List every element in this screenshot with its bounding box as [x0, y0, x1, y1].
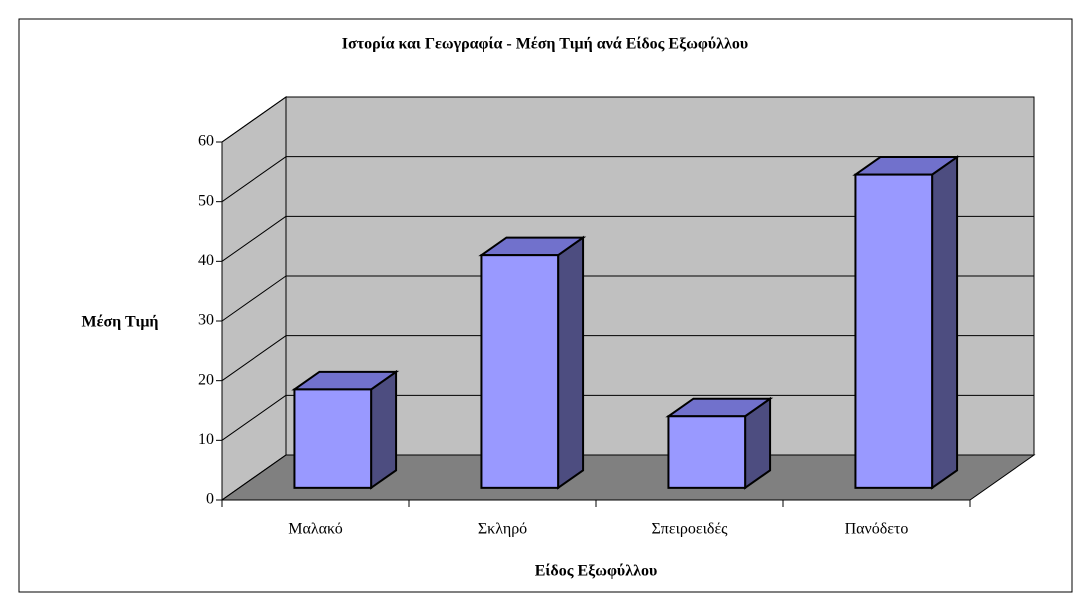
side-grid-line	[221, 454, 287, 501]
bar	[293, 388, 373, 489]
side-grid-line	[221, 394, 287, 441]
bar	[667, 415, 747, 489]
y-tick-label: 30	[198, 312, 214, 329]
bar-side	[931, 155, 959, 490]
x-tick-label: Σκληρό	[478, 521, 527, 538]
y-tick-label: 0	[206, 491, 214, 508]
bar-side	[370, 369, 398, 490]
y-tick-label: 10	[198, 431, 214, 448]
side-grid-line	[221, 215, 287, 262]
bar	[854, 173, 934, 489]
x-tick-label: Πανόδετο	[845, 521, 909, 538]
chart-title: Ιστορία και Γεωγραφία - Μέση Τιμή ανά Εί…	[342, 36, 748, 53]
y-tick-label: 50	[198, 192, 214, 209]
y-axis-label: Μέση Τιμή	[82, 314, 159, 331]
y-tick-label: 60	[198, 133, 214, 150]
y-tick-label: 40	[198, 252, 214, 269]
side-grid-line	[221, 275, 287, 322]
side-grid-line	[221, 96, 287, 143]
bar-side	[557, 235, 585, 490]
x-axis-label: Είδος Εξωφύλλου	[535, 563, 658, 580]
side-grid-line	[221, 156, 287, 203]
side-grid-line	[221, 335, 287, 382]
bar	[480, 254, 560, 489]
x-tick-label: Σπειροειδές	[651, 521, 728, 538]
y-tick-label: 20	[198, 371, 214, 388]
x-tick-label: Μαλακό	[288, 521, 342, 538]
